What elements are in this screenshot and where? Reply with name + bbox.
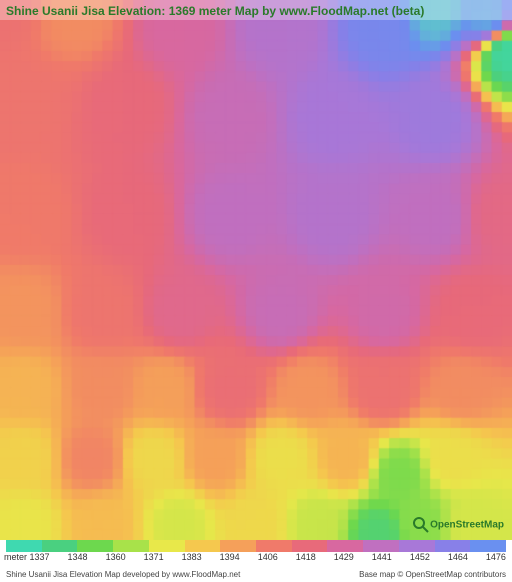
map-footer: Shine Usanii Jisa Elevation Map develope… — [0, 570, 512, 582]
color-legend: meter 1337 1348 1360 1371 1383 1394 1406 1418 14… — [0, 540, 512, 570]
legend-tick: 1383 — [182, 552, 202, 562]
map-header: Shine Usanii Jisa Elevation: 1369 meter … — [0, 0, 512, 20]
legend-tick: 1476 — [486, 552, 506, 562]
legend-tick: 1452 — [410, 552, 430, 562]
footer-right: Base map © OpenStreetMap contributors — [359, 570, 506, 582]
osm-logo: OpenStreetMap — [412, 516, 504, 534]
legend-tick: 1429 — [334, 552, 354, 562]
legend-tick: 1406 — [258, 552, 278, 562]
map-title: Shine Usanii Jisa Elevation: 1369 meter … — [6, 4, 424, 18]
legend-tick: 1360 — [106, 552, 126, 562]
legend-tick: 1394 — [220, 552, 240, 562]
legend-tick: meter 1337 — [4, 552, 50, 562]
legend-tick: 1441 — [372, 552, 392, 562]
legend-tick: 1464 — [448, 552, 468, 562]
legend-tick-labels: meter 1337 1348 1360 1371 1383 1394 1406 1418 14… — [6, 552, 506, 562]
osm-logo-text: OpenStreetMap — [430, 520, 504, 531]
magnifier-icon — [412, 516, 430, 534]
footer-left: Shine Usanii Jisa Elevation Map develope… — [6, 570, 240, 582]
legend-tick: 1418 — [296, 552, 316, 562]
legend-tick: 1348 — [68, 552, 88, 562]
elevation-heatmap — [0, 0, 512, 540]
legend-color-bar — [6, 540, 506, 552]
legend-tick: 1371 — [144, 552, 164, 562]
